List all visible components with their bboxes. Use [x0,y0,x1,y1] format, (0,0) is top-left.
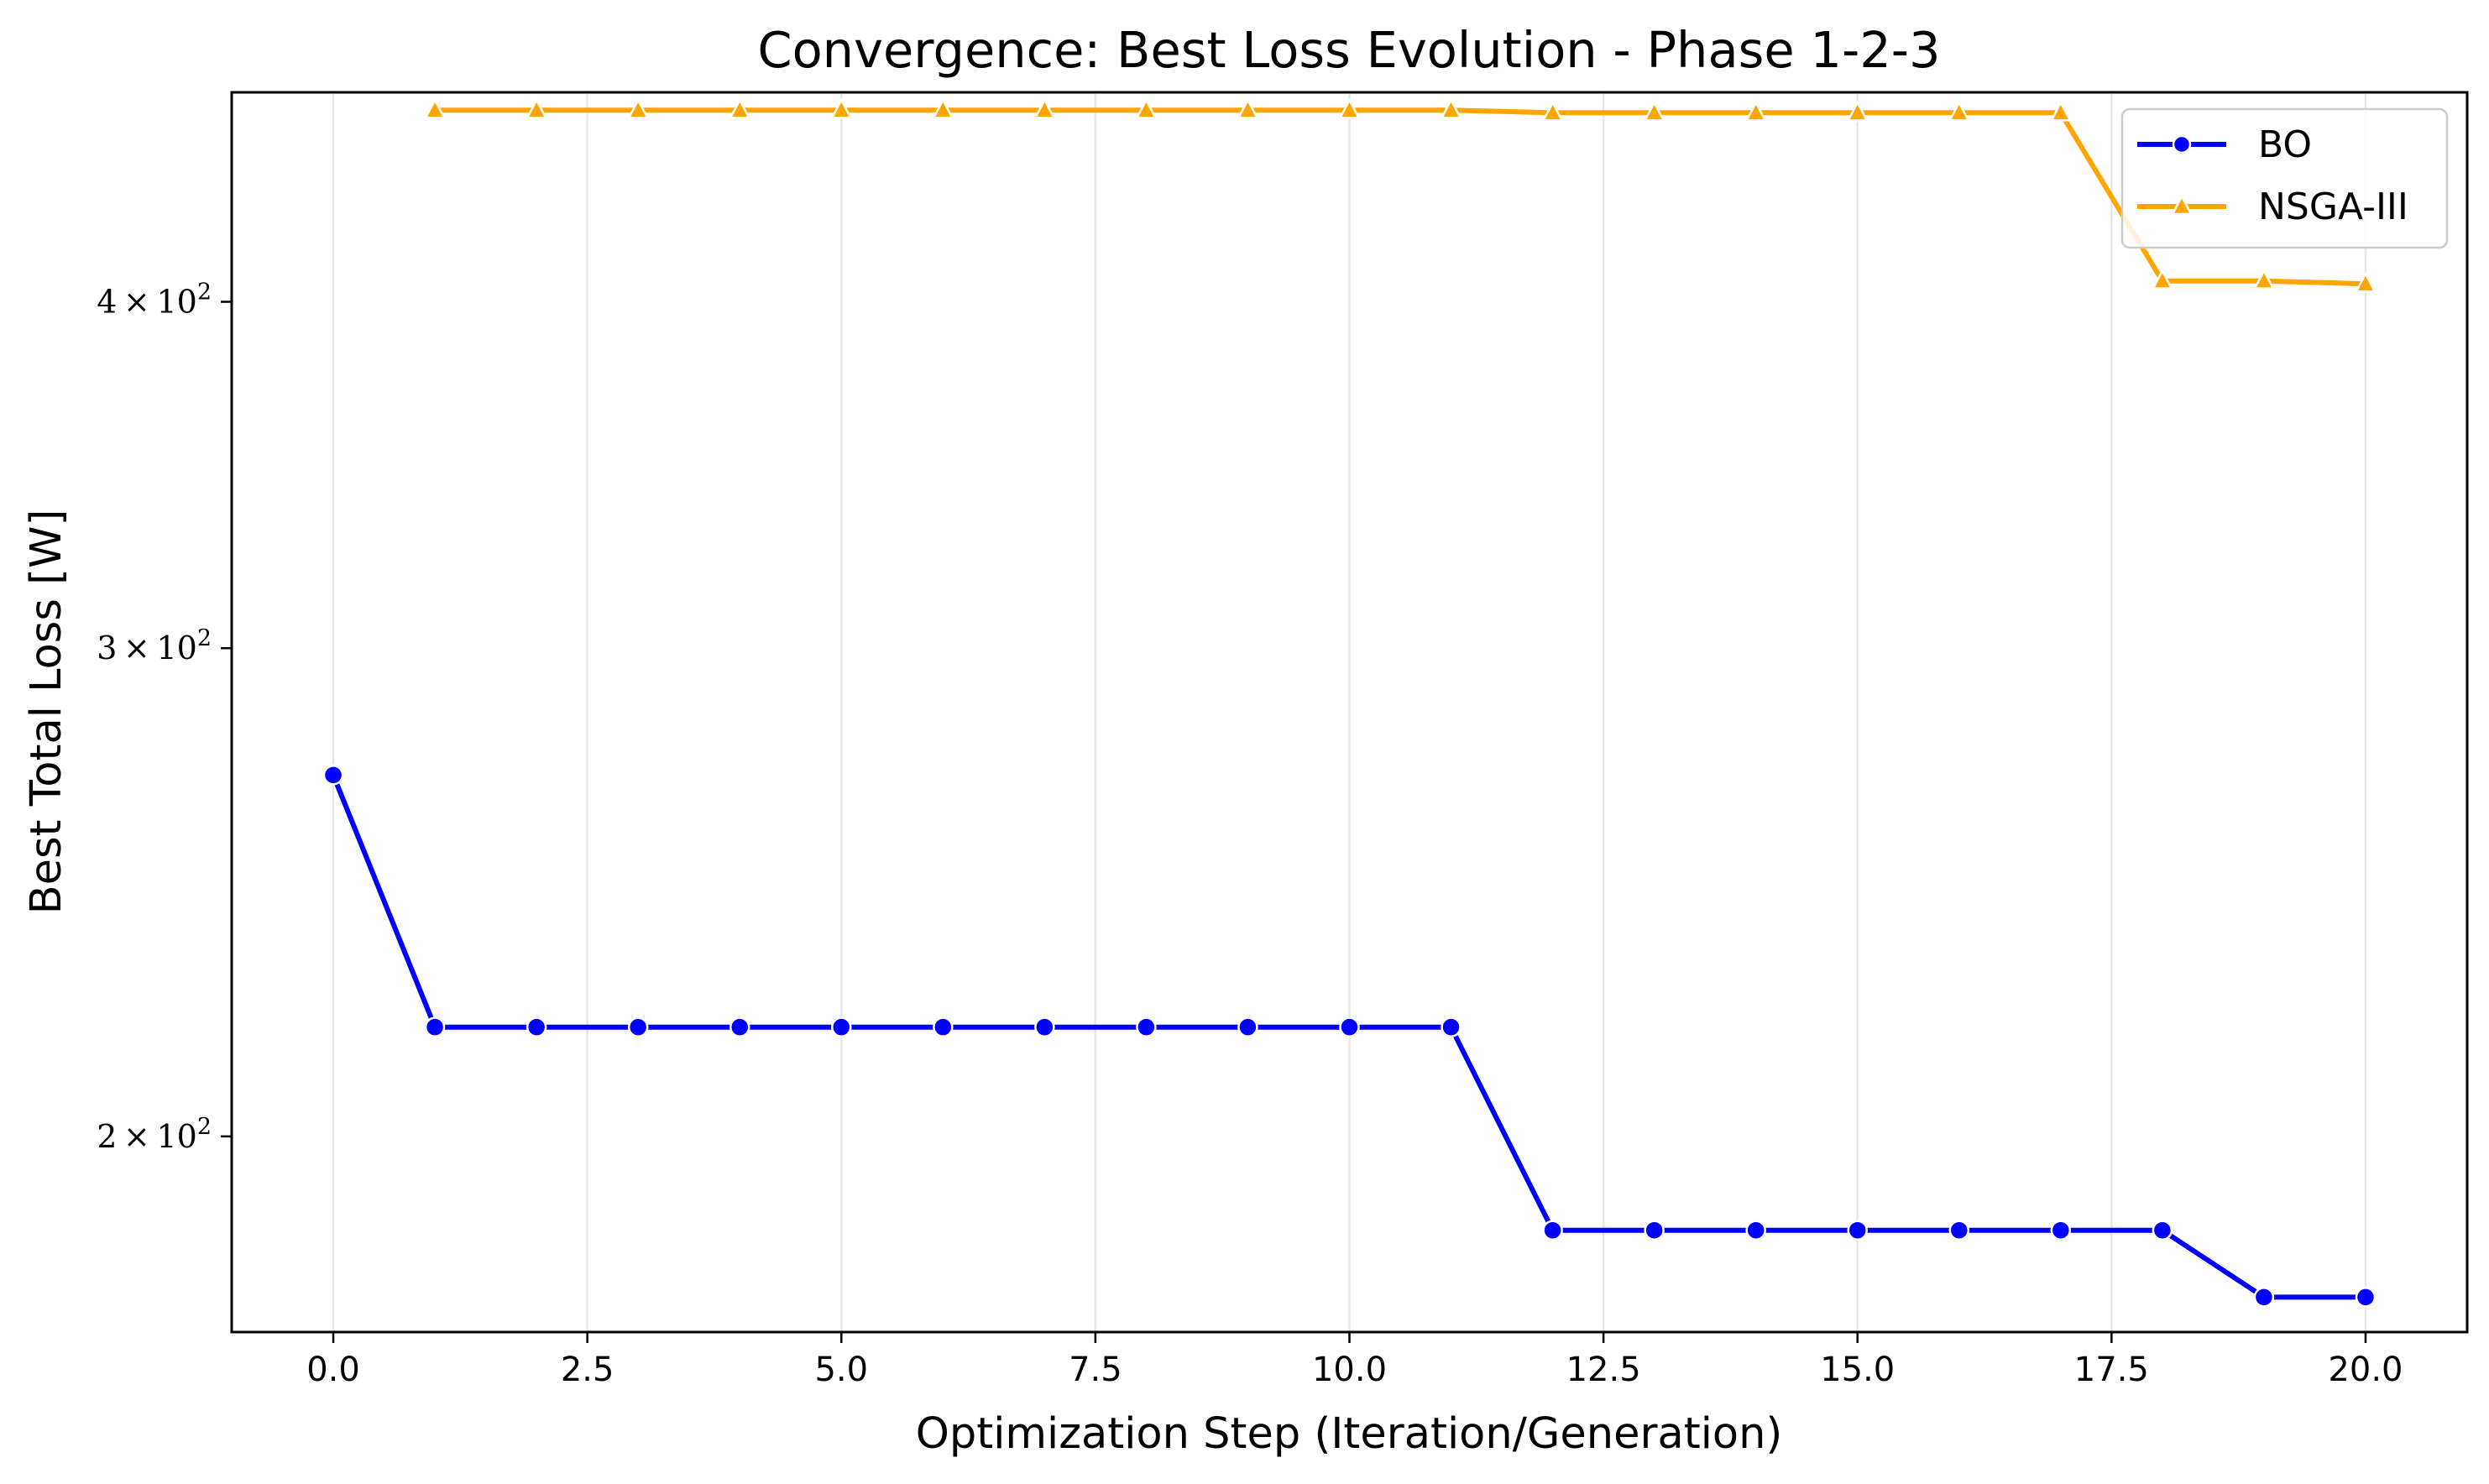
data-point-bo [1339,1016,1360,1037]
data-point-nsga-iii [1237,97,1259,119]
legend-marker-bo [2172,134,2192,154]
data-point-nsga-iii [1440,97,1462,119]
data-point-nsga-iii [1033,97,1056,119]
data-point-nsga-iii [424,97,447,119]
data-point-bo [2050,1220,2072,1241]
x-tick-label: 0.0 [306,1351,360,1389]
x-tick-label: 2.5 [561,1351,614,1389]
data-point-bo [424,1016,446,1037]
data-point-nsga-iii [2151,268,2173,290]
data-point-bo [1136,1016,1157,1037]
data-point-nsga-iii [2049,100,2072,122]
data-point-nsga-iii [1948,100,1970,122]
data-point-bo [1948,1220,1970,1241]
data-point-bo [2152,1220,2173,1241]
x-tick-label: 15.0 [1820,1351,1895,1389]
y-tick-label: 2 × 102 [97,1114,212,1155]
data-point-nsga-iii [830,97,853,119]
data-point-nsga-iii [932,97,954,119]
data-point-bo [1644,1220,1665,1241]
y-tick-label: 3 × 102 [97,625,212,666]
series-line-nsga-iii [435,107,2366,287]
x-axis-ticks: 0.0 2.5 5.0 7.5 10.0 12.5 15.0 17.5 20.0 [306,1332,2403,1389]
data-point-bo [1441,1016,1462,1037]
data-point-bo [933,1016,954,1037]
legend-label-nsga: NSGA-III [2258,186,2408,228]
data-point-bo [2355,1287,2377,1308]
data-point-bo [526,1016,547,1037]
data-point-bo [729,1016,750,1037]
data-point-bo [627,1016,649,1037]
legend: BO NSGA-III [2120,107,2449,249]
x-tick-label: 17.5 [2074,1351,2149,1389]
data-point-nsga-iii [1338,97,1361,119]
series-bo [322,765,2377,1308]
data-point-bo [1237,1016,1258,1037]
data-point-nsga-iii [526,97,548,119]
legend-marker-nsga [2170,194,2194,216]
chart-title: Convergence: Best Loss Evolution - Phase… [757,21,1940,79]
data-point-nsga-iii [1541,100,1564,122]
data-point-bo [1847,1220,1868,1241]
grid-lines [332,92,2367,1332]
legend-label-bo: BO [2258,123,2312,166]
data-point-bo [322,765,344,786]
data-point-bo [2253,1287,2275,1308]
data-point-nsga-iii [729,97,751,119]
data-point-nsga-iii [1135,97,1158,119]
series-nsga-iii [424,97,2377,293]
series-layer [322,97,2377,1308]
x-tick-label: 10.0 [1312,1351,1387,1389]
data-point-bo [1745,1220,1766,1241]
y-axis-label: Best Total Loss [W] [22,509,71,915]
data-point-nsga-iii [2252,268,2275,290]
x-tick-label: 5.0 [814,1351,868,1389]
x-axis-label: Optimization Step (Iteration/Generation) [916,1409,1783,1459]
data-point-nsga-iii [2354,271,2377,293]
data-point-nsga-iii [1846,100,1869,122]
x-tick-label: 20.0 [2328,1351,2403,1389]
y-tick-label: 4 × 102 [97,280,212,321]
data-point-bo [1034,1016,1055,1037]
data-point-nsga-iii [627,97,650,119]
data-point-nsga-iii [1643,100,1665,122]
y-axis-ticks: 2 × 102 3 × 102 4 × 102 [97,280,232,1155]
data-point-bo [831,1016,852,1037]
data-point-nsga-iii [1744,100,1767,122]
x-tick-label: 7.5 [1069,1351,1122,1389]
data-point-bo [1542,1220,1563,1241]
x-tick-label: 12.5 [1566,1351,1641,1389]
